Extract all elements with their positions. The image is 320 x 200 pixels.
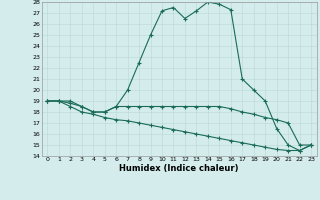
X-axis label: Humidex (Indice chaleur): Humidex (Indice chaleur)	[119, 164, 239, 173]
